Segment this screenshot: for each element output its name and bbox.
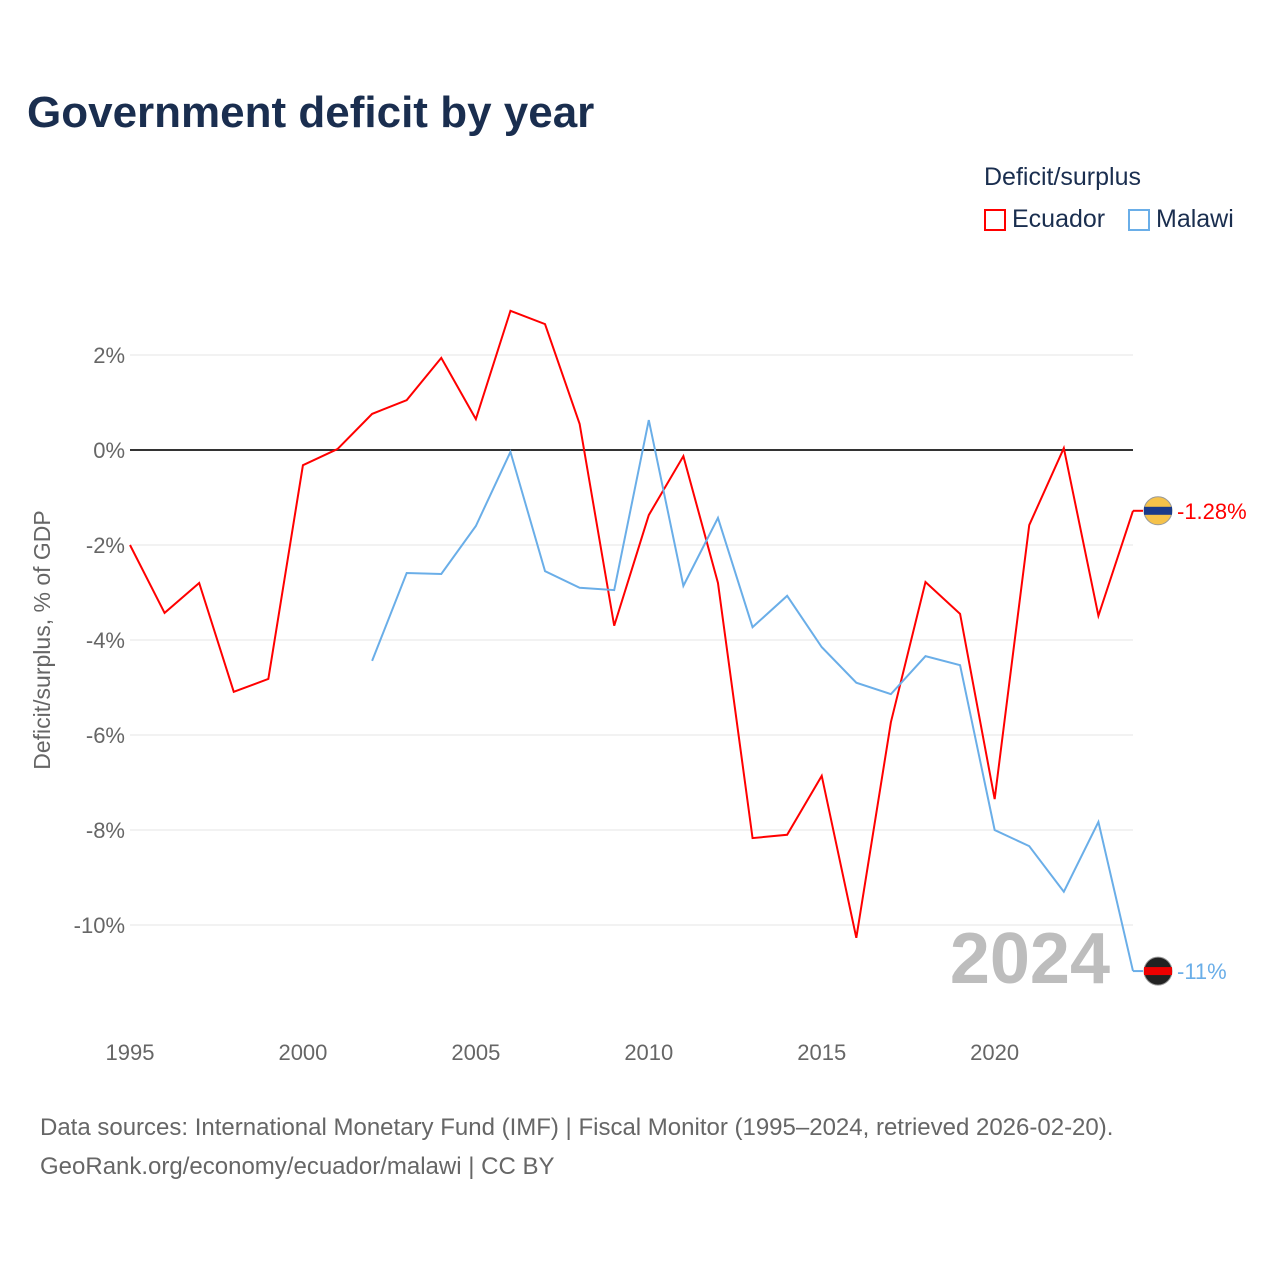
year-watermark: 2024 <box>950 919 1110 999</box>
end-label-malawi: -11% <box>1177 959 1227 984</box>
y-tick-label: 2% <box>93 343 125 368</box>
series-line-ecuador <box>129 309 1134 939</box>
flag-stripe <box>1144 967 1172 976</box>
x-tick-label: 2005 <box>451 1040 500 1065</box>
legend-item-malawi[interactable]: Malawi <box>1128 205 1234 234</box>
legend-swatch-malawi <box>1128 208 1150 231</box>
legend-title: Deficit/surplus <box>984 163 1141 191</box>
y-tick-label: -2% <box>86 533 125 558</box>
legend-label: Malawi <box>1156 205 1234 233</box>
x-tick-label: 2015 <box>797 1040 846 1065</box>
x-tick-label: 2010 <box>624 1040 673 1065</box>
source-link[interactable]: GeoRank.org/economy/ecuador/malawi | CC … <box>40 1153 555 1180</box>
x-tick-label: 1995 <box>106 1040 155 1065</box>
legend-swatch-ecuador <box>984 208 1006 231</box>
y-tick-label: -10% <box>74 913 125 938</box>
y-tick-label: -6% <box>86 723 125 748</box>
flag-stripe <box>1144 506 1172 515</box>
data-source-text: Data sources: International Monetary Fun… <box>40 1114 1114 1141</box>
legend-item-ecuador[interactable]: Ecuador <box>984 205 1105 234</box>
footer: Data sources: International Monetary Fun… <box>40 1108 1113 1186</box>
x-tick-label: 2020 <box>970 1040 1019 1065</box>
legend-label: Ecuador <box>1012 205 1106 233</box>
end-label-ecuador: -1.28% <box>1177 499 1247 524</box>
y-tick-label: -4% <box>86 628 125 653</box>
chart-title: Government deficit by year <box>27 88 595 137</box>
y-tick-label: 0% <box>93 438 125 463</box>
series-line-malawi <box>371 419 1134 972</box>
x-tick-label: 2000 <box>278 1040 327 1065</box>
y-tick-label: -8% <box>86 818 125 843</box>
y-axis-label: Deficit/surplus, % of GDP <box>29 510 55 769</box>
